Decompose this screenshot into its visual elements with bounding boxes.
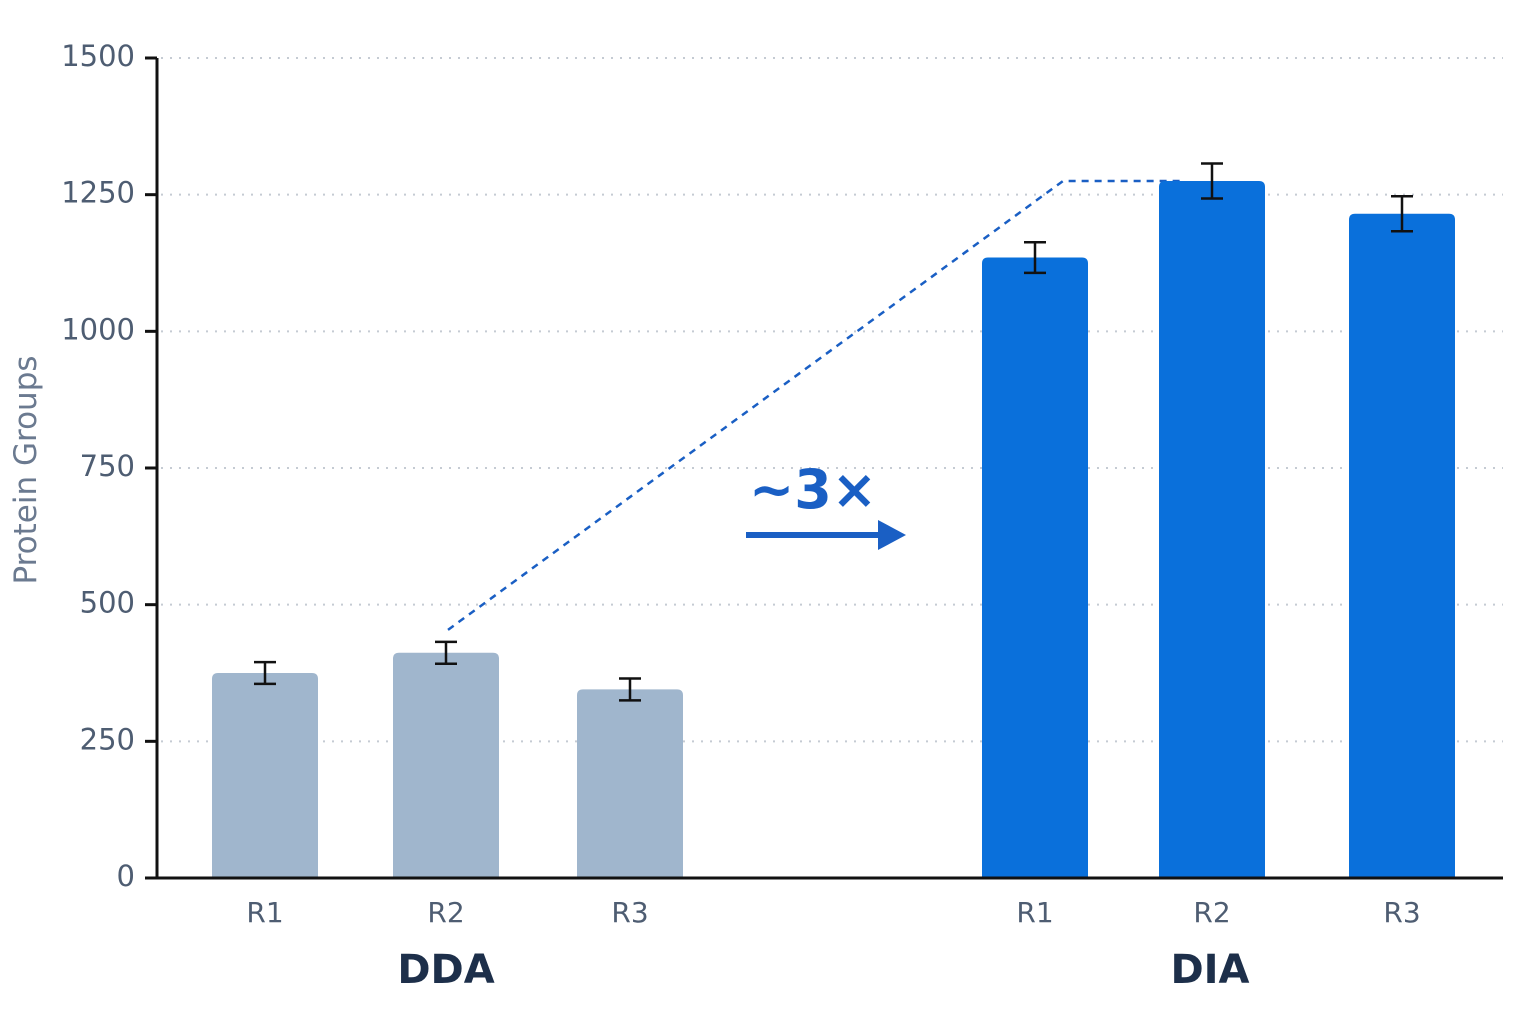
grid-lines: [161, 57, 1503, 743]
bar-dda-r3: [577, 689, 683, 878]
y-tick-label: 250: [80, 722, 135, 756]
error-bar-dia-r3: [1391, 195, 1413, 233]
fold-change-label: ~3×: [749, 458, 877, 521]
bar-dia-r1: [982, 257, 1088, 878]
bars: [212, 181, 1455, 879]
x-tick-label: R2: [1193, 896, 1230, 929]
bar-dda-r1: [212, 673, 318, 878]
bar-dda-r2: [393, 652, 499, 878]
error-bar-dda-r3: [619, 677, 641, 702]
comparison-connector: [447, 179, 1184, 631]
y-tick-label: 1250: [61, 176, 135, 210]
y-tick-label: 0: [117, 859, 135, 893]
group-label-dia: DIA: [1170, 947, 1249, 993]
fold-change-arrow-head: [878, 520, 906, 550]
error-bar-dia-r1: [1024, 240, 1046, 275]
x-tick-label: R3: [1383, 896, 1420, 929]
error-bar-dda-r2: [435, 640, 457, 665]
y-tick-label: 500: [80, 586, 135, 620]
y-tick-label: 750: [80, 449, 135, 483]
bar-dia-r3: [1349, 213, 1455, 879]
axes: [145, 56, 1503, 880]
x-tick-label: R2: [427, 896, 464, 929]
labels: 0 250 500 750 1000 1250 1500 R1 R2 R3 DDA R1 R2 R3 DIA: [61, 39, 1420, 993]
group-label-dda: DDA: [397, 947, 494, 993]
x-tick-label: R1: [1016, 896, 1053, 929]
y-tick-label: 1000: [61, 312, 135, 346]
y-axis-label: Protein Groups: [8, 355, 44, 584]
error-bar-dia-r2: [1201, 162, 1223, 200]
comparison-dashed-line: [447, 179, 1184, 631]
error-bars: [254, 162, 1413, 702]
x-tick-label: R3: [611, 896, 648, 929]
fold-change-annotation: ~3×: [746, 458, 906, 550]
x-tick-label: R1: [246, 896, 283, 929]
y-tick-label: 1500: [61, 39, 135, 73]
error-bar-dda-r1: [254, 660, 276, 686]
bar-dia-r2: [1159, 181, 1265, 878]
